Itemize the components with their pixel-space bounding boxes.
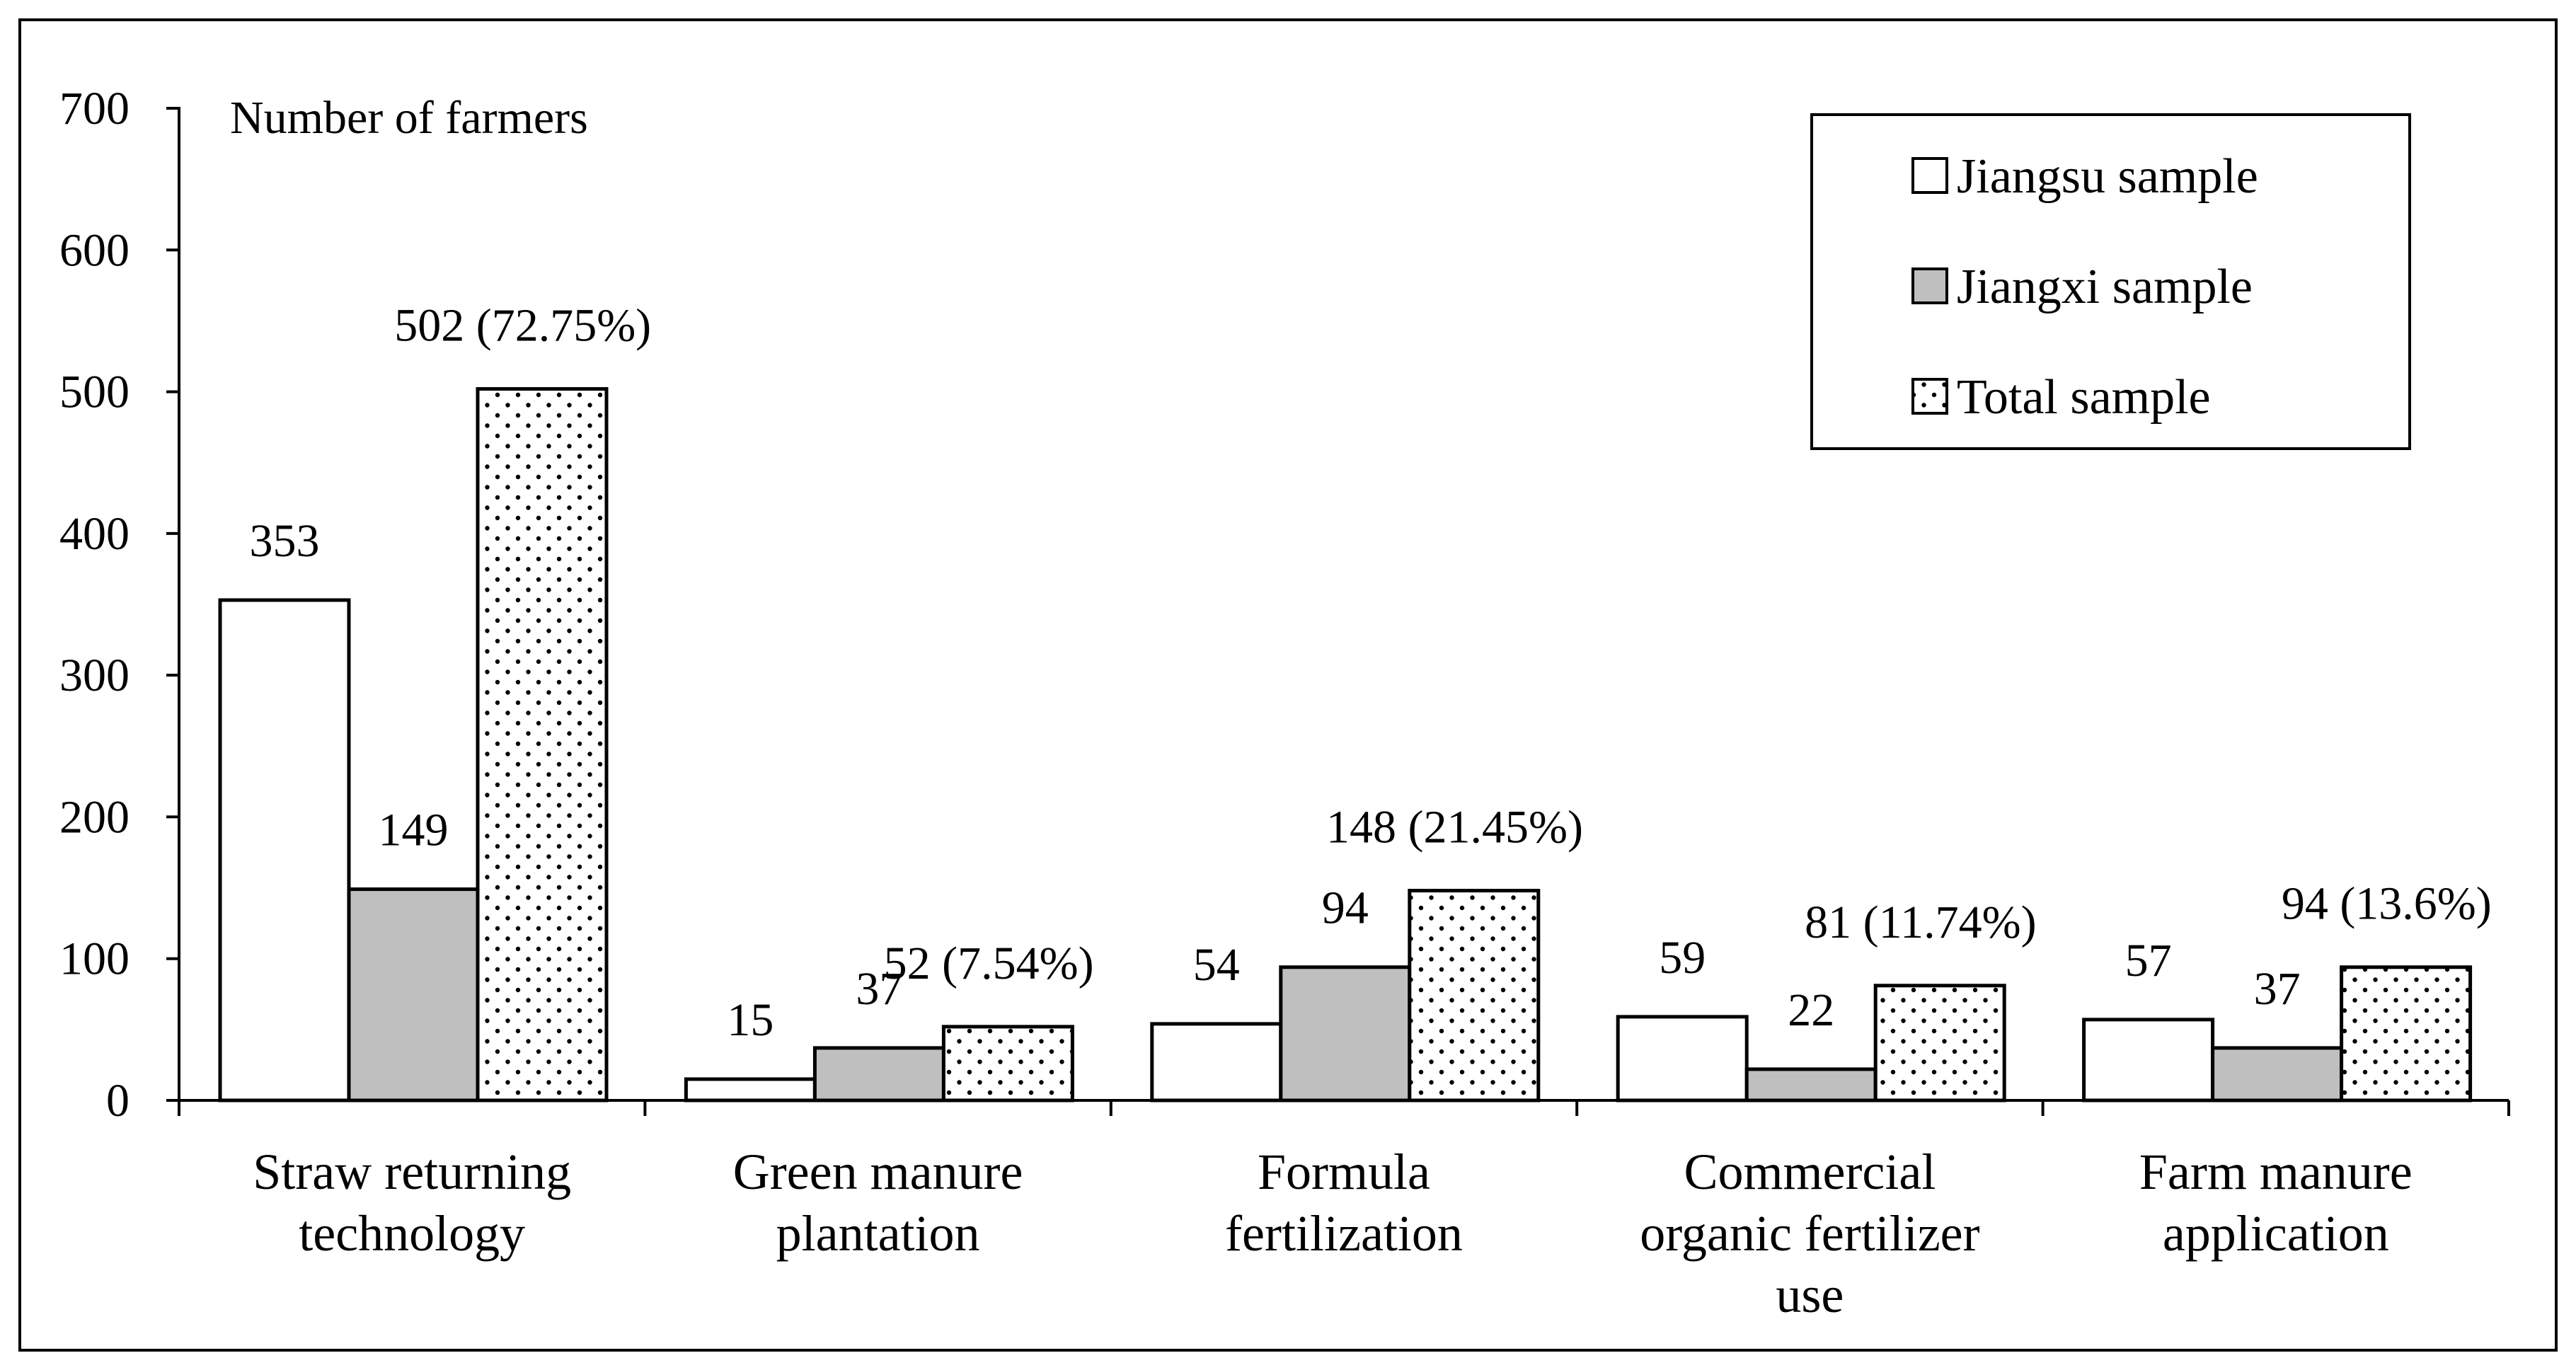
legend-label: Jiangsu sample [1957, 149, 2258, 204]
bar [2082, 1018, 2215, 1103]
x-category-label: use [1776, 1267, 1844, 1323]
data-label: 148 (21.45%) [1326, 802, 1583, 853]
legend-swatch [1911, 378, 1948, 415]
data-label: 54 [1193, 939, 1240, 991]
data-label: 57 [2125, 935, 2172, 986]
data-label: 149 [379, 805, 449, 856]
data-labels: 353 15 54 59 57 149 37 94 22 37 502 (72.75%) 52 (7.… [250, 300, 2492, 1046]
x-category-label: Green manure [733, 1144, 1023, 1200]
bar [1873, 984, 2006, 1103]
y-axis-label: Number of farmers [230, 92, 588, 144]
y-tick-label: 500 [59, 367, 130, 418]
y-tick-label: 400 [59, 508, 130, 560]
y-tick-label: 100 [59, 933, 130, 985]
bar [1744, 1067, 1878, 1103]
data-label: 52 (7.54%) [884, 938, 1094, 989]
data-label: 37 [856, 963, 902, 1015]
data-label: 59 [1659, 932, 1706, 984]
y-tick-label: 600 [59, 224, 130, 276]
x-category-label: organic fertilizer [1640, 1205, 1979, 1262]
x-category-label: Farm manure [2139, 1144, 2413, 1200]
data-label: 81 (11.74%) [1805, 897, 2037, 948]
data-label: 353 [250, 515, 320, 567]
x-category-label: application [2163, 1205, 2389, 1262]
legend-swatch [1911, 267, 1948, 304]
x-category-label: Straw returning [253, 1144, 571, 1200]
x-category-label: Formula [1258, 1144, 1430, 1200]
x-category-label: fertilization [1225, 1205, 1463, 1262]
data-label: 37 [2254, 963, 2301, 1015]
x-category-label: plantation [776, 1205, 980, 1262]
bar [476, 387, 609, 1103]
bar [1616, 1015, 1749, 1103]
y-tick-label: 0 [106, 1075, 130, 1127]
bar [2340, 965, 2473, 1103]
bar [1150, 1022, 1283, 1103]
y-tick-label: 200 [59, 791, 130, 843]
bar [941, 1025, 1074, 1103]
legend-label: Jiangxi sample [1957, 260, 2253, 314]
x-category-label: Commercial [1684, 1144, 1936, 1200]
bar [1408, 889, 1541, 1103]
bar [1279, 965, 1412, 1103]
legend-box [1810, 113, 2411, 450]
x-category-label: technology [299, 1205, 525, 1262]
legend: Jiangsu sample Jiangxi sample Total sample [1810, 113, 2411, 450]
bar [347, 887, 480, 1103]
bar [218, 598, 351, 1103]
y-tick-label: 700 [59, 83, 130, 134]
data-label: 94 [1322, 882, 1369, 934]
y-tick-label: 300 [59, 650, 130, 701]
legend-swatch [1911, 157, 1948, 194]
bar [2211, 1046, 2344, 1103]
data-label: 502 (72.75%) [394, 300, 651, 352]
legend-label: Total sample [1957, 370, 2211, 425]
data-label: 15 [727, 994, 774, 1046]
bar [812, 1046, 945, 1103]
data-label: 22 [1788, 984, 1834, 1036]
bars [218, 387, 2473, 1103]
data-label: 94 (13.6%) [2282, 878, 2492, 930]
bar [684, 1077, 817, 1103]
